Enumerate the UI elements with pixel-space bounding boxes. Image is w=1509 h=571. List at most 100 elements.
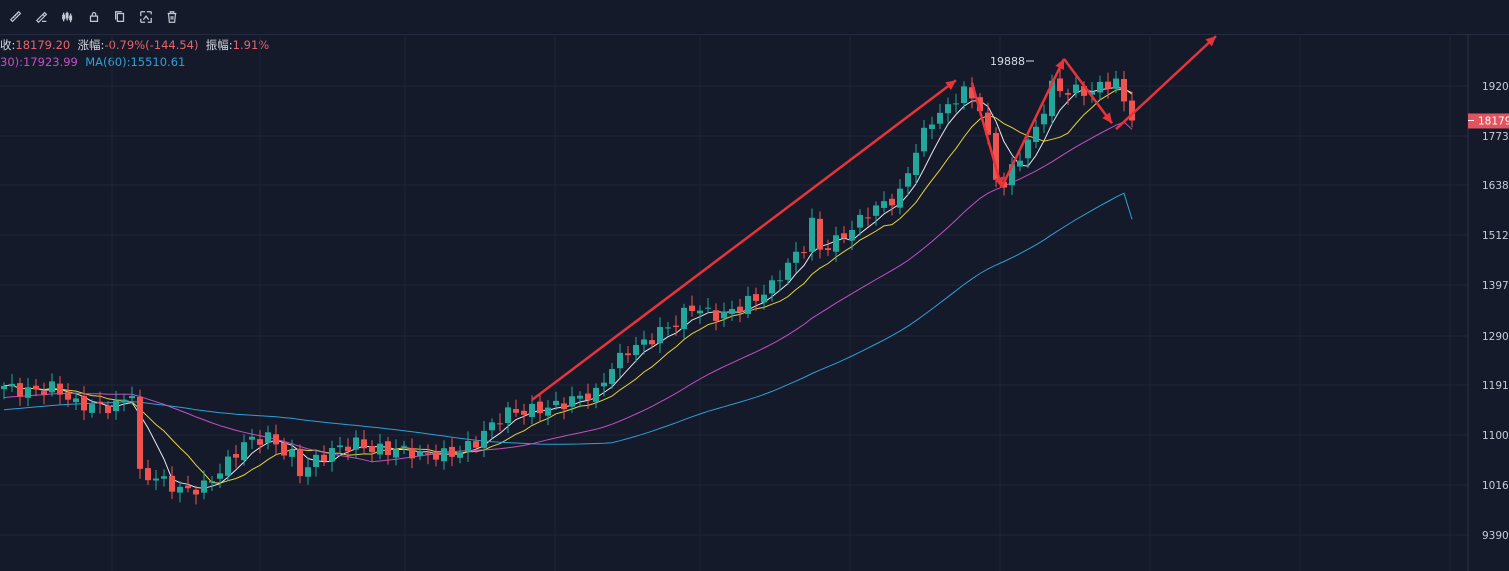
candle <box>9 374 15 392</box>
candle <box>777 270 783 291</box>
candle <box>585 383 591 409</box>
ma60-value: 15510.61 <box>130 55 186 69</box>
candle <box>857 209 863 236</box>
candle <box>529 395 535 425</box>
candle <box>769 275 775 302</box>
candle <box>569 386 575 413</box>
ma60-label: MA(60): <box>85 55 131 69</box>
candle <box>265 425 271 450</box>
candle <box>97 391 103 414</box>
trend-arrow <box>531 79 957 401</box>
candle <box>937 103 943 130</box>
candle <box>249 428 255 449</box>
candle <box>561 397 567 420</box>
y-axis-tick-label: 9390. <box>1482 530 1509 542</box>
y-axis-tick-label: 11008 <box>1482 430 1509 442</box>
candle <box>505 401 511 433</box>
candle <box>617 343 623 378</box>
candle <box>185 475 191 493</box>
trend-arrow <box>1115 35 1217 131</box>
candle <box>745 286 751 319</box>
candle <box>825 239 831 257</box>
ma60-line <box>3 192 1133 445</box>
candle <box>289 439 295 467</box>
candle <box>121 393 127 412</box>
ma10-line <box>3 88 1133 484</box>
candle <box>129 386 135 405</box>
candle <box>25 377 31 407</box>
candle <box>513 399 519 417</box>
trash-icon[interactable] <box>159 4 185 30</box>
candle <box>793 241 799 273</box>
amplitude-label: 振幅: <box>205 38 233 52</box>
candle <box>545 400 551 426</box>
trend-arrow <box>1062 58 1114 124</box>
candle <box>417 444 423 461</box>
candle <box>681 303 687 339</box>
candle <box>385 436 391 465</box>
candle <box>705 297 711 314</box>
candle <box>433 444 439 467</box>
candle <box>113 390 119 420</box>
candle <box>673 315 679 336</box>
candle <box>1129 91 1135 128</box>
copy-icon[interactable] <box>107 4 133 30</box>
candles-icon[interactable] <box>55 4 81 30</box>
candle <box>89 399 95 418</box>
candle <box>145 459 151 486</box>
candle <box>65 383 71 408</box>
lock-icon[interactable] <box>81 4 107 30</box>
candle <box>593 383 599 409</box>
candle <box>481 420 487 458</box>
trend-arrow <box>1000 58 1066 188</box>
candle <box>137 389 143 479</box>
candle <box>953 93 959 113</box>
candle <box>353 430 359 459</box>
ma5-line <box>3 86 1133 489</box>
pen-ruler-icon[interactable] <box>29 4 55 30</box>
candle <box>217 463 223 489</box>
candle <box>209 475 215 491</box>
candle <box>169 466 175 500</box>
candle <box>713 303 719 331</box>
candle <box>201 470 207 500</box>
y-axis-tick-label: 13973 <box>1482 280 1509 292</box>
screenshot-icon[interactable] <box>133 4 159 30</box>
y-axis-tick-label: 17736 <box>1482 131 1509 143</box>
ruler-icon[interactable] <box>3 4 29 30</box>
current-price-tag: 18179 <box>1468 113 1509 129</box>
candle <box>921 119 927 157</box>
candle <box>393 439 399 466</box>
candle <box>177 481 183 503</box>
y-axis-tick-label: 11919 <box>1482 380 1509 392</box>
candle <box>273 424 279 455</box>
candle <box>753 287 759 311</box>
candle <box>657 317 663 354</box>
current-price-label: 18179 <box>1478 115 1509 127</box>
candle <box>809 208 815 261</box>
candle <box>729 300 735 321</box>
candle <box>449 438 455 467</box>
candle <box>1033 119 1039 148</box>
candle <box>801 246 807 259</box>
candle <box>1041 104 1047 134</box>
candle <box>721 302 727 327</box>
candle <box>1 382 7 400</box>
candle <box>57 376 63 405</box>
candle <box>649 333 655 349</box>
candle <box>81 386 87 420</box>
candle <box>689 295 695 317</box>
candle <box>993 127 999 188</box>
candle <box>945 97 951 123</box>
candle <box>633 336 639 363</box>
candle <box>345 438 351 461</box>
candle <box>1073 74 1079 98</box>
candle <box>641 330 647 355</box>
y-axis-tick-label: 10167 <box>1482 480 1509 492</box>
candle <box>601 373 607 397</box>
candle <box>961 81 967 110</box>
high-price-annotation: 19888 <box>990 55 1025 68</box>
candle <box>361 430 367 455</box>
